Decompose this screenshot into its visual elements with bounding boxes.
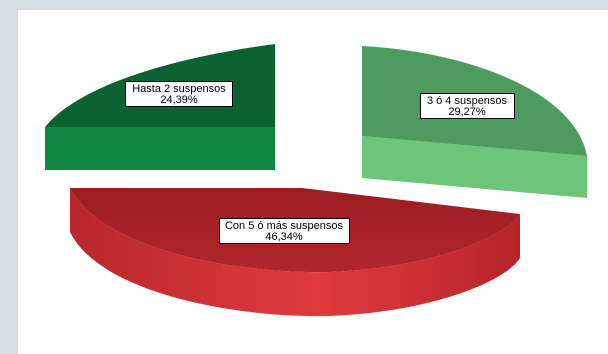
chart-panel: Hasta 2 suspensos 24,39% 3 ó 4 suspensos…	[18, 10, 608, 354]
slice-3-4-side	[362, 136, 587, 198]
label-hasta-2-percent: 24,39%	[160, 94, 198, 106]
label-5-mas-name: Con 5 ó más suspensos	[225, 220, 344, 232]
label-hasta-2: Hasta 2 suspensos 24,39%	[125, 81, 233, 107]
pie-chart: Hasta 2 suspensos 24,39% 3 ó 4 suspensos…	[45, 44, 587, 317]
slice-3-4[interactable]	[362, 46, 587, 198]
label-3-4-name: 3 ó 4 suspensos	[427, 95, 508, 107]
label-5-mas-percent: 46,34%	[265, 231, 303, 243]
slice-5-mas[interactable]	[70, 188, 520, 317]
slice-hasta-2-side	[45, 127, 275, 170]
label-3-4-percent: 29,27%	[448, 106, 486, 118]
label-5-mas: Con 5 ó más suspensos 46,34%	[219, 218, 350, 244]
label-3-4: 3 ó 4 suspensos 29,27%	[420, 93, 515, 119]
label-hasta-2-name: Hasta 2 suspensos	[132, 83, 226, 95]
slice-5-mas-side	[70, 188, 520, 317]
